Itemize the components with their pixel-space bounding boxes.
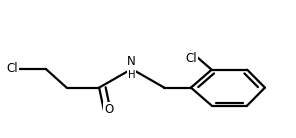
- Text: O: O: [104, 103, 114, 116]
- Text: H: H: [128, 70, 136, 80]
- Text: Cl: Cl: [6, 63, 18, 75]
- Text: Cl: Cl: [185, 52, 197, 65]
- Text: N: N: [127, 55, 136, 68]
